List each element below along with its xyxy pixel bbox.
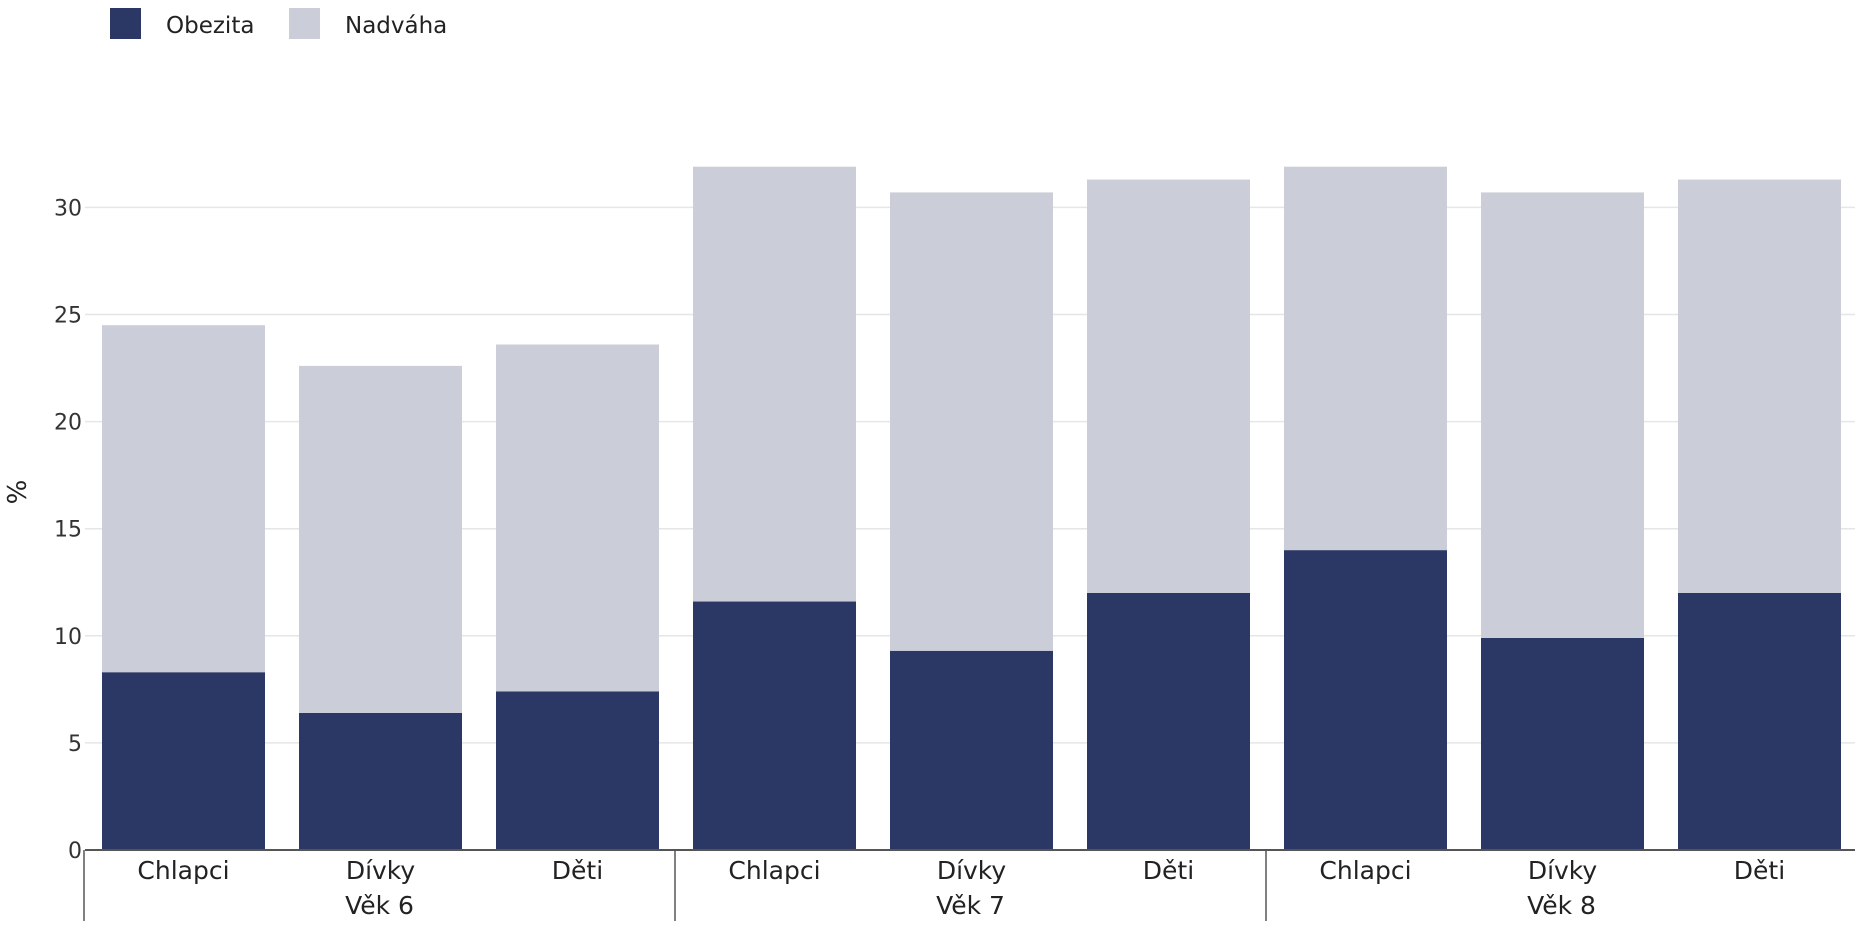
x-group-label: Věk 6 (345, 891, 414, 920)
bar-obezita (890, 650, 1053, 850)
bar-nadváha (1087, 179, 1250, 593)
legend-label-nadváha: Nadváha (345, 13, 447, 39)
bar-nadváha (299, 365, 462, 713)
y-tick-label: 30 (54, 196, 82, 221)
bar-nadváha (102, 325, 265, 673)
bar-nadváha (1481, 192, 1644, 638)
legend-label-obezita: Obezita (166, 13, 254, 39)
bar-obezita (1678, 592, 1841, 850)
bar-nadváha (890, 192, 1053, 651)
x-category-label: Dívky (1528, 856, 1598, 885)
bars (102, 166, 1841, 850)
legend-swatch-obezita (110, 8, 141, 39)
bar-nadváha (1678, 179, 1841, 593)
y-axis-title: % (3, 480, 33, 505)
x-category-label: Dívky (937, 856, 1007, 885)
bar-nadváha (1284, 166, 1447, 551)
x-category-label: Děti (552, 856, 603, 885)
x-group-label: Věk 7 (936, 891, 1005, 920)
bar-obezita (1481, 637, 1644, 850)
x-group-label: Věk 8 (1527, 891, 1596, 920)
x-axis: Chlapci Dívky Děti Věk 6 Chlapci Dívky Děti Věk… (83, 849, 1855, 921)
bar-obezita (1284, 550, 1447, 850)
x-category-label: Děti (1143, 856, 1194, 885)
x-category-label: Dívky (346, 856, 416, 885)
x-category-label: Chlapci (728, 856, 820, 885)
bar-obezita (693, 601, 856, 850)
y-axis-ticks: 0 5 10 15 20 25 30 (54, 196, 82, 864)
x-category-label: Chlapci (1319, 856, 1411, 885)
bar-obezita (496, 691, 659, 850)
y-tick-label: 15 (54, 518, 82, 543)
bar-obezita (1087, 592, 1250, 850)
x-category-label: Děti (1734, 856, 1785, 885)
y-tick-label: 25 (54, 304, 82, 329)
legend: Obezita Nadváha (110, 8, 447, 39)
bar-obezita (102, 672, 265, 850)
bar-nadváha (496, 344, 659, 692)
y-tick-label: 0 (68, 839, 82, 864)
legend-swatch-nadváha (289, 8, 320, 39)
x-category-label: Chlapci (137, 856, 229, 885)
bar-obezita (299, 712, 462, 850)
y-tick-label: 20 (54, 411, 82, 436)
bar-nadváha (693, 166, 856, 602)
y-tick-label: 5 (68, 732, 82, 757)
y-tick-label: 10 (54, 625, 82, 650)
